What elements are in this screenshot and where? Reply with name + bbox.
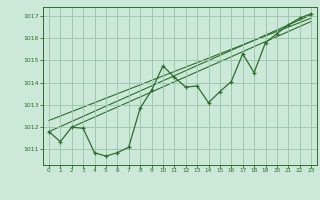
Text: Graphe pression niveau de la mer (hPa): Graphe pression niveau de la mer (hPa) bbox=[68, 186, 252, 196]
